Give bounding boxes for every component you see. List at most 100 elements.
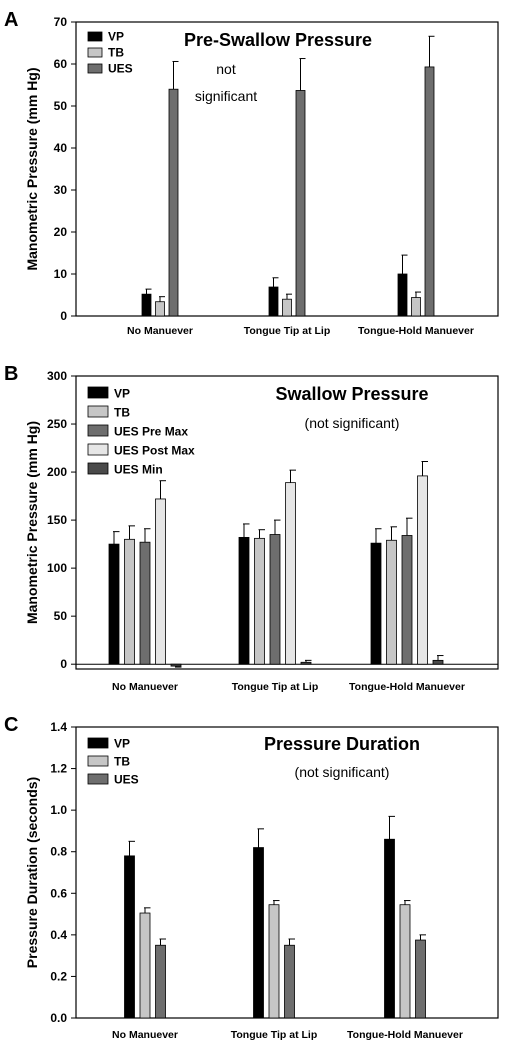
x-category-label: Tongue Tip at Lip [231, 1029, 318, 1041]
panel-c: C 0.0 0.2 0.4 0.6 0.8 1.0 1.2 1.4 Pressure Durati… [4, 714, 499, 1041]
bar-vp [124, 855, 135, 1019]
y-tick-label: 50 [54, 609, 68, 623]
bar-vp [141, 293, 152, 317]
plot-frame [75, 375, 499, 670]
bar-tb [411, 297, 421, 317]
y-tick-label: 0 [60, 657, 67, 671]
y-tick-label: 0.0 [50, 1011, 67, 1025]
x-category-label: No Manuever [127, 325, 193, 337]
y-tick-label: 100 [47, 561, 67, 575]
y-tick-label: 70 [54, 15, 68, 29]
legend-swatch [87, 424, 109, 437]
y-axis-label: Manometric Pressure (mm Hg) [24, 67, 40, 270]
bar-vp [253, 847, 264, 1019]
bar-vp [397, 273, 408, 317]
bar-ues [424, 66, 435, 317]
chart-annotation: significant [195, 88, 257, 104]
legend-swatch [87, 31, 103, 42]
panel-letter: B [4, 363, 18, 385]
y-tick-label: 0.2 [50, 969, 67, 983]
chart-title: Pre-Swallow Pressure [184, 30, 372, 50]
bar-tb [399, 904, 411, 1019]
legend-swatch [87, 405, 109, 418]
legend-entry: VP [108, 30, 124, 44]
legend-entry: TB [114, 755, 130, 769]
bar-tb [282, 298, 292, 317]
y-tick-label: 30 [54, 183, 68, 197]
bar-ues-pre-max [401, 535, 413, 665]
legend-entry: UES Pre Max [114, 425, 188, 439]
y-tick-label: 1.0 [50, 803, 67, 817]
x-category-label: Tongue Tip at Lip [232, 681, 319, 693]
y-tick-label: 250 [47, 417, 67, 431]
y-axis-label: Manometric Pressure (mm Hg) [24, 421, 40, 624]
y-tick-label: 0 [60, 309, 67, 323]
bar-ues [415, 939, 426, 1019]
chart-annotation: not [216, 61, 236, 77]
legend-swatch [87, 443, 109, 456]
bar-tb [386, 539, 397, 665]
bar-ues [168, 88, 179, 317]
panel-b: B 0 50 100 150 200 250 300 Manometric Pressure (… [4, 363, 499, 693]
bar-ues-post-max [417, 475, 428, 665]
bar-ues-min [300, 661, 312, 665]
bar-vp [370, 542, 382, 665]
y-tick-label: 0.6 [50, 886, 67, 900]
legend-entry: TB [108, 46, 124, 60]
bar-ues [155, 944, 166, 1019]
bar-vp [108, 543, 120, 665]
y-tick-label: 200 [47, 465, 67, 479]
bar-tb [155, 301, 165, 317]
y-tick-label: 0.8 [50, 845, 67, 859]
legend-swatch [87, 47, 103, 58]
bar-ues-pre-max [139, 541, 151, 665]
legend-entry: UES [108, 62, 133, 76]
panel-letter: A [4, 9, 18, 31]
legend-entry: UES Post Max [114, 444, 195, 458]
bar-ues [295, 90, 306, 317]
x-category-label: Tongue Tip at Lip [244, 325, 331, 337]
chart-subtitle: (not significant) [305, 415, 400, 431]
bar-vp [238, 536, 250, 665]
bar-ues-post-max [285, 482, 296, 665]
panel-letter: C [4, 714, 18, 736]
bar-ues-pre-max [269, 534, 281, 665]
legend-entry: UES Min [114, 463, 163, 477]
legend-swatch [87, 755, 109, 767]
y-tick-label: 1.2 [50, 762, 67, 776]
y-tick-label: 10 [54, 267, 68, 281]
legend-swatch [87, 63, 103, 74]
y-tick-label: 40 [54, 141, 68, 155]
chart-subtitle: (not significant) [295, 764, 390, 780]
y-tick-label: 0.4 [50, 928, 67, 942]
bar-tb [268, 904, 280, 1019]
y-tick-label: 20 [54, 225, 68, 239]
legend-entry: VP [114, 387, 130, 401]
bar-ues-min [170, 663, 182, 667]
chart-title: Swallow Pressure [275, 384, 428, 404]
plot-frame [75, 21, 499, 317]
x-category-label: Tongue-Hold Manuever [358, 325, 474, 337]
y-tick-label: 1.4 [50, 720, 67, 734]
y-tick-label: 150 [47, 513, 67, 527]
bar-tb [139, 912, 151, 1019]
bar-ues [284, 944, 295, 1019]
y-tick-label: 300 [47, 369, 67, 383]
bar-vp [268, 286, 279, 317]
chart-title: Pressure Duration [264, 734, 420, 754]
legend-entry: VP [114, 737, 130, 751]
legend-swatch [87, 462, 109, 475]
bar-ues-post-max [155, 498, 166, 665]
legend-swatch [87, 737, 109, 749]
legend-swatch [87, 386, 109, 399]
legend-entry: UES [114, 773, 139, 787]
bar-tb [254, 537, 265, 665]
legend-entry: TB [114, 406, 130, 420]
x-category-label: Tongue-Hold Manuever [349, 681, 465, 693]
legend-swatch [87, 773, 109, 785]
x-category-label: No Manuever [112, 681, 178, 693]
bar-tb [124, 538, 135, 665]
y-tick-label: 60 [54, 57, 68, 71]
x-category-label: No Manuever [112, 1029, 178, 1041]
